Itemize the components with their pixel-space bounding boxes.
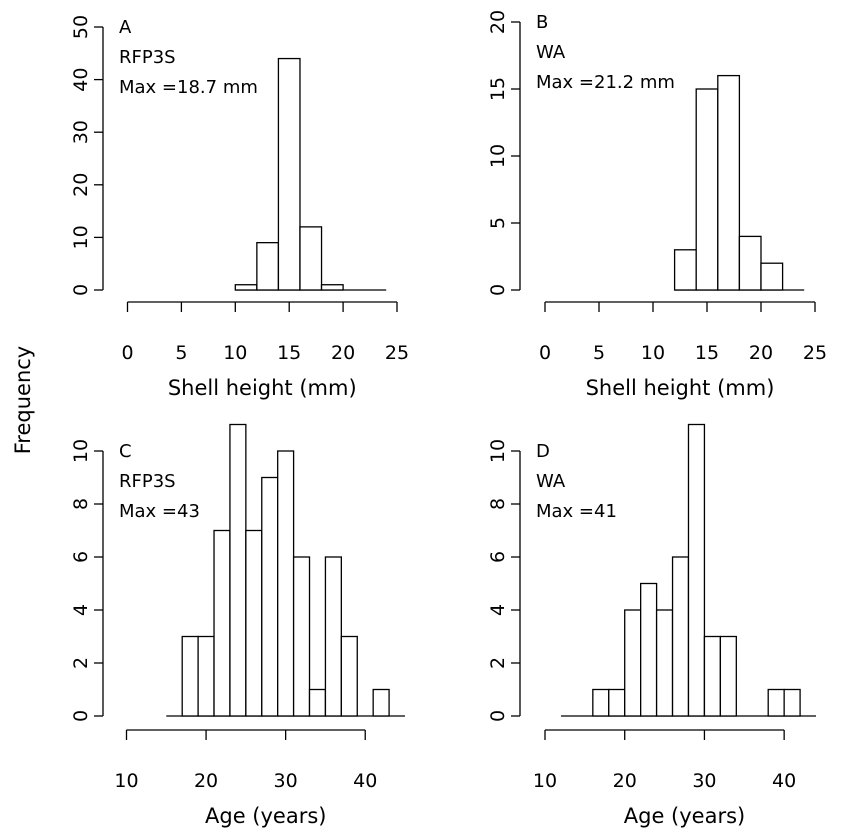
y-tick-label: 50 [70, 15, 92, 39]
histogram-bar [299, 226, 323, 291]
x-tick-label: 40 [353, 770, 377, 792]
histogram-bar [324, 556, 342, 717]
y-tick-label: 20 [70, 173, 92, 197]
histogram-bar [783, 688, 801, 717]
y-tick-label: 5 [487, 217, 509, 229]
max-label-b: Max =21.2 mm [536, 72, 675, 93]
y-tick-label: 8 [487, 498, 509, 510]
y-tick-label: 4 [487, 604, 509, 616]
site-label-b: WA [536, 42, 566, 63]
histogram-bar [717, 74, 741, 291]
histogram-bar [703, 635, 722, 717]
histogram-bar [213, 529, 231, 717]
histogram-bar [308, 688, 327, 717]
x-tick-label: 5 [175, 342, 187, 364]
y-tick-label: 20 [487, 10, 509, 34]
x-tick-label: 10 [223, 342, 247, 364]
x-axis-label-d: Age (years) [624, 804, 745, 828]
x-tick-label: 25 [803, 342, 827, 364]
x-tick-label: 20 [613, 770, 637, 792]
y-tick-label: 10 [487, 144, 509, 168]
x-tick-label: 40 [772, 770, 796, 792]
histogram-bar [320, 284, 344, 291]
histogram-bar [261, 476, 279, 717]
panel-a: 0 10 20 30 40 50 0 5 10 15 20 25 Shell height (mm) AR… [70, 15, 409, 400]
histogram-bar [655, 609, 674, 717]
y-tick-label: 0 [487, 710, 509, 722]
histogram-bar [181, 635, 199, 717]
panel-letter-c: C [119, 441, 132, 462]
histogram-bar [277, 57, 301, 291]
histogram-bar [234, 284, 258, 291]
y-tick-label: 2 [70, 657, 92, 669]
y-axis-label-frequency: Frequency [11, 346, 35, 455]
histogram-bar [738, 235, 762, 291]
histogram-bar [760, 262, 784, 291]
x-tick-label: 0 [539, 342, 551, 364]
y-tick-label: 6 [487, 551, 509, 563]
y-tick-label: 6 [70, 551, 92, 563]
x-axis-label-a: Shell height (mm) [168, 376, 357, 400]
x-tick-label: 25 [385, 342, 409, 364]
panel-b: 0 5 10 15 20 0 5 10 15 20 25 Shell height (mm) B WA Ma… [487, 10, 827, 400]
x-tick-label: 15 [277, 342, 301, 364]
histogram-bar [640, 582, 658, 717]
histogram-bar [256, 242, 280, 291]
max-label-c: Max =43 [119, 501, 200, 522]
y-tick-label: 0 [487, 284, 509, 296]
histogram-bar [624, 609, 642, 717]
x-tick-label: 20 [194, 770, 218, 792]
x-tick-label: 20 [331, 342, 355, 364]
x-tick-label: 30 [274, 770, 298, 792]
max-label-d: Max =41 [536, 501, 617, 522]
y-tick-label: 0 [70, 284, 92, 296]
histogram-bar [372, 688, 390, 717]
x-tick-label: 0 [121, 342, 133, 364]
y-tick-label: 10 [487, 439, 509, 463]
histogram-bar [608, 688, 626, 717]
y-tick-label: 15 [487, 77, 509, 101]
histogram-bar [292, 556, 311, 717]
x-tick-label: 5 [593, 342, 605, 364]
histogram-bar [197, 635, 215, 717]
panel-c: 0 2 4 6 8 10 10 20 30 40 Age (years) C RFP3S Max =43 [70, 423, 405, 828]
y-tick-label: 2 [487, 657, 509, 669]
histogram-bar [695, 88, 719, 291]
x-tick-label: 30 [692, 770, 716, 792]
panel-letter-a: A [119, 17, 132, 38]
x-tick-label: 10 [533, 770, 557, 792]
histogram-bar [340, 635, 358, 717]
panel-d: 0 2 4 6 8 10 10 20 30 40 Age (years) D WA Max =41 [487, 423, 817, 828]
x-axis-label-c: Age (years) [205, 804, 326, 828]
histogram-bar [687, 423, 706, 717]
histogram-bar [277, 450, 295, 717]
y-tick-label: 30 [70, 120, 92, 144]
y-tick-label: 0 [70, 710, 92, 722]
x-tick-label: 20 [749, 342, 773, 364]
histogram-bar [245, 529, 263, 717]
site-label-d: WA [536, 471, 566, 492]
histogram-bar [673, 249, 697, 291]
site-label-c: RFP3S [119, 471, 176, 492]
histogram-bar [229, 423, 247, 717]
panel-letter-b: B [536, 12, 548, 33]
panel-letter-d: D [536, 441, 550, 462]
y-tick-label: 40 [70, 68, 92, 92]
histogram-bar [767, 688, 785, 717]
x-tick-label: 15 [695, 342, 719, 364]
max-label-a: Max =18.7 mm [119, 77, 258, 98]
histogram-bar [719, 635, 737, 717]
histogram-bar [671, 556, 690, 717]
site-label-a: RFP3S [119, 47, 176, 68]
x-tick-label: 10 [114, 770, 138, 792]
y-tick-label: 4 [70, 604, 92, 616]
histogram-bar [592, 688, 610, 717]
y-tick-label: 10 [70, 439, 92, 463]
y-tick-label: 10 [70, 225, 92, 249]
x-axis-label-b: Shell height (mm) [586, 376, 775, 400]
x-tick-label: 10 [641, 342, 665, 364]
y-tick-label: 8 [70, 498, 92, 510]
